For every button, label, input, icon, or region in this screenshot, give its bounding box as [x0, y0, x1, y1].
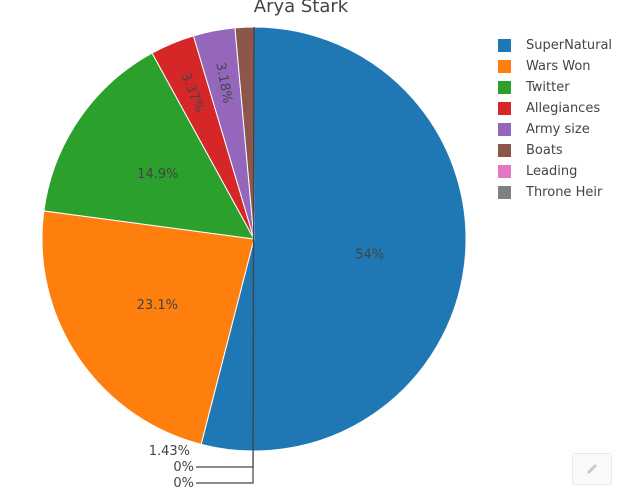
legend-swatch	[498, 102, 511, 115]
slice-label-boats: 1.43%	[149, 444, 190, 459]
legend-item-throne-heir[interactable]: Throne Heir	[498, 182, 612, 203]
legend-label: Throne Heir	[526, 185, 603, 200]
legend-label: Leading	[526, 164, 578, 179]
legend-item-wars-won[interactable]: Wars Won	[498, 56, 612, 77]
legend-item-supernatural[interactable]: SuperNatural	[498, 35, 612, 56]
legend-label: SuperNatural	[526, 38, 613, 53]
legend-swatch	[498, 123, 511, 136]
pie-slice-wars-won[interactable]	[41, 210, 255, 445]
legend-item-twitter[interactable]: Twitter	[498, 77, 612, 98]
pie-slice-supernatural[interactable]	[200, 26, 467, 452]
chart-title: Arya Stark	[253, 0, 349, 17]
legend-item-army-size[interactable]: Army size	[498, 119, 612, 140]
legend: SuperNatural Wars Won Twitter Allegiances Ar…	[498, 35, 612, 203]
legend-swatch	[498, 165, 511, 178]
slice-label-twitter: 14.9%	[137, 167, 178, 182]
pie-slice-twitter[interactable]	[43, 52, 255, 240]
legend-label: Allegiances	[526, 101, 601, 116]
pencil-icon	[587, 464, 597, 474]
legend-swatch	[498, 144, 511, 157]
legend-swatch	[498, 81, 511, 94]
legend-label: Twitter	[526, 80, 570, 95]
legend-swatch	[498, 60, 511, 73]
legend-item-boats[interactable]: Boats	[498, 140, 612, 161]
leader-line-throne-heir	[196, 26, 255, 484]
legend-item-allegiances[interactable]: Allegiances	[498, 98, 612, 119]
legend-label: Army size	[526, 122, 590, 137]
legend-label: Wars Won	[526, 59, 591, 74]
edit-chart-button[interactable]	[572, 453, 612, 485]
legend-swatch	[498, 186, 511, 199]
legend-label: Boats	[526, 143, 563, 158]
legend-swatch	[498, 39, 511, 52]
slice-label-supernatural: 54%	[355, 248, 384, 263]
slice-label-throne-heir: 0%	[173, 476, 194, 491]
legend-item-leading[interactable]: Leading	[498, 161, 612, 182]
slice-label-leading: 0%	[173, 460, 194, 475]
slice-label-wars-won: 23.1%	[137, 298, 178, 313]
